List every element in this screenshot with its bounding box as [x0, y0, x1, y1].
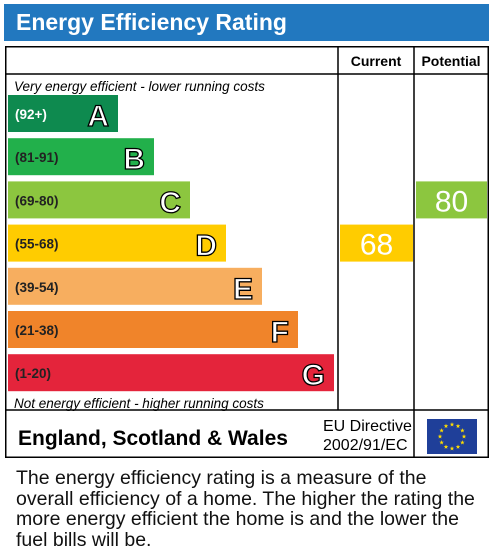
- eu-star: [449, 446, 455, 451]
- band-d: (55-68) D: [8, 224, 226, 263]
- rating-markers: 68 80: [340, 181, 487, 262]
- potential-rating-bar: [416, 181, 487, 219]
- current-rating-bar: [340, 224, 413, 262]
- band-bar: [8, 354, 334, 392]
- footer-description: The energy efficiency rating is a measur…: [16, 467, 475, 551]
- band-range-label: (92+): [15, 107, 47, 122]
- band-bar: [8, 224, 226, 262]
- band-letter: A: [87, 100, 109, 133]
- band-e: (39-54) E: [8, 267, 262, 306]
- eu-star: [443, 444, 449, 449]
- eu-star: [455, 444, 461, 449]
- band-range-label: (39-54): [15, 280, 59, 295]
- band-bar: [8, 181, 190, 219]
- potential-column-header: Potential: [421, 53, 480, 69]
- band-range-label: (1-20): [15, 366, 51, 381]
- band-g: (1-20) G: [8, 354, 334, 393]
- band-c: (69-80) C: [8, 181, 190, 220]
- band-range-label: (81-91): [15, 150, 59, 165]
- eu-star: [437, 434, 443, 439]
- rating-bands: (92+) A (81-91) B (69-80) C (55-68) D (39-54) E (2…: [8, 95, 334, 393]
- band-range-label: (55-68): [15, 237, 59, 252]
- page-title: Energy Efficiency Rating: [16, 9, 287, 35]
- band-letter: F: [271, 316, 289, 349]
- band-bar: [8, 267, 262, 305]
- band-range-label: (21-38): [15, 323, 59, 338]
- scale-bottom-note: Not energy efficient - higher running co…: [14, 396, 264, 411]
- directive-line1: EU Directive: [323, 418, 412, 435]
- potential-rating: 80: [416, 181, 487, 219]
- band-a: (92+) A: [8, 95, 118, 134]
- band-f: (21-38) F: [8, 311, 298, 350]
- title-bar: Energy Efficiency Rating: [4, 4, 489, 41]
- band-range-label: (69-80): [15, 193, 59, 208]
- band-bar: [8, 95, 118, 132]
- band-letter: G: [302, 359, 325, 392]
- eu-star: [439, 440, 444, 445]
- band-letter: D: [195, 230, 217, 263]
- rating-chart-svg: Current Potential Very energy efficient …: [5, 46, 489, 458]
- eu-star: [460, 440, 465, 445]
- band-letter: B: [123, 143, 145, 176]
- eu-star: [443, 423, 449, 429]
- region-name: England, Scotland & Wales: [18, 427, 288, 450]
- band-b: (81-91) B: [8, 138, 154, 177]
- current-column-header: Current: [351, 53, 402, 69]
- eu-star: [449, 422, 455, 427]
- scale-top-note: Very energy efficient - lower running co…: [14, 79, 265, 94]
- band-letter: E: [233, 273, 253, 306]
- directive-line2: 2002/91/EC: [323, 437, 408, 454]
- eu-star: [460, 428, 465, 433]
- band-letter: C: [159, 186, 181, 219]
- eu-star: [439, 428, 444, 433]
- current-rating-value: 68: [360, 229, 393, 262]
- eu-star: [461, 434, 467, 439]
- eu-star: [455, 423, 461, 429]
- potential-rating-value: 80: [435, 185, 468, 218]
- current-rating: 68: [340, 224, 413, 262]
- band-bar: [8, 311, 298, 348]
- rating-chart: Current Potential Very energy efficient …: [5, 46, 489, 458]
- eu-flag-icon: [427, 419, 477, 454]
- band-bar: [8, 138, 154, 176]
